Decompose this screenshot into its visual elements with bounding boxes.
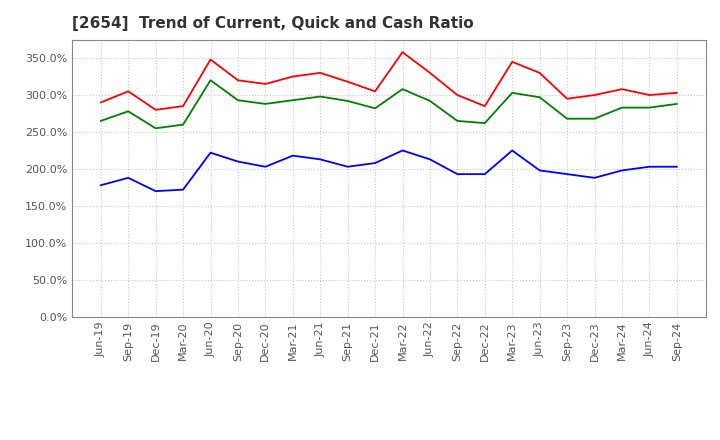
Quick Ratio: [398, 87, 407, 92]
Current Ratio: [289, 74, 297, 79]
Current Ratio: [590, 92, 599, 98]
Current Ratio: [426, 70, 434, 76]
Current Ratio: [453, 92, 462, 98]
Quick Ratio: [179, 122, 187, 127]
Current Ratio: [179, 103, 187, 109]
Cash Ratio: [343, 164, 352, 169]
Line: Current Ratio: Current Ratio: [101, 52, 677, 110]
Current Ratio: [371, 89, 379, 94]
Line: Cash Ratio: Cash Ratio: [101, 150, 677, 191]
Current Ratio: [536, 70, 544, 76]
Current Ratio: [343, 79, 352, 84]
Cash Ratio: [480, 172, 489, 177]
Current Ratio: [233, 77, 242, 83]
Cash Ratio: [206, 150, 215, 155]
Current Ratio: [618, 87, 626, 92]
Cash Ratio: [618, 168, 626, 173]
Cash Ratio: [124, 175, 132, 180]
Quick Ratio: [590, 116, 599, 121]
Cash Ratio: [563, 172, 572, 177]
Cash Ratio: [398, 148, 407, 153]
Cash Ratio: [261, 164, 270, 169]
Cash Ratio: [371, 161, 379, 166]
Quick Ratio: [96, 118, 105, 124]
Current Ratio: [398, 50, 407, 55]
Cash Ratio: [179, 187, 187, 192]
Cash Ratio: [672, 164, 681, 169]
Current Ratio: [316, 70, 325, 76]
Quick Ratio: [233, 98, 242, 103]
Current Ratio: [672, 90, 681, 95]
Quick Ratio: [453, 118, 462, 124]
Text: [2654]  Trend of Current, Quick and Cash Ratio: [2654] Trend of Current, Quick and Cash …: [72, 16, 474, 32]
Quick Ratio: [480, 121, 489, 126]
Cash Ratio: [645, 164, 654, 169]
Quick Ratio: [371, 106, 379, 111]
Quick Ratio: [563, 116, 572, 121]
Quick Ratio: [206, 77, 215, 83]
Cash Ratio: [508, 148, 516, 153]
Cash Ratio: [590, 175, 599, 180]
Current Ratio: [645, 92, 654, 98]
Quick Ratio: [151, 126, 160, 131]
Quick Ratio: [536, 95, 544, 100]
Current Ratio: [480, 103, 489, 109]
Current Ratio: [261, 81, 270, 87]
Quick Ratio: [672, 101, 681, 106]
Quick Ratio: [508, 90, 516, 95]
Cash Ratio: [426, 157, 434, 162]
Line: Quick Ratio: Quick Ratio: [101, 80, 677, 128]
Cash Ratio: [96, 183, 105, 188]
Quick Ratio: [124, 109, 132, 114]
Current Ratio: [124, 89, 132, 94]
Cash Ratio: [316, 157, 325, 162]
Cash Ratio: [151, 188, 160, 194]
Cash Ratio: [289, 153, 297, 158]
Quick Ratio: [289, 98, 297, 103]
Current Ratio: [508, 59, 516, 64]
Quick Ratio: [343, 98, 352, 103]
Current Ratio: [151, 107, 160, 113]
Quick Ratio: [316, 94, 325, 99]
Current Ratio: [96, 100, 105, 105]
Quick Ratio: [645, 105, 654, 110]
Current Ratio: [206, 57, 215, 62]
Current Ratio: [563, 96, 572, 101]
Quick Ratio: [261, 101, 270, 106]
Quick Ratio: [618, 105, 626, 110]
Cash Ratio: [453, 172, 462, 177]
Cash Ratio: [233, 159, 242, 164]
Quick Ratio: [426, 98, 434, 103]
Cash Ratio: [536, 168, 544, 173]
